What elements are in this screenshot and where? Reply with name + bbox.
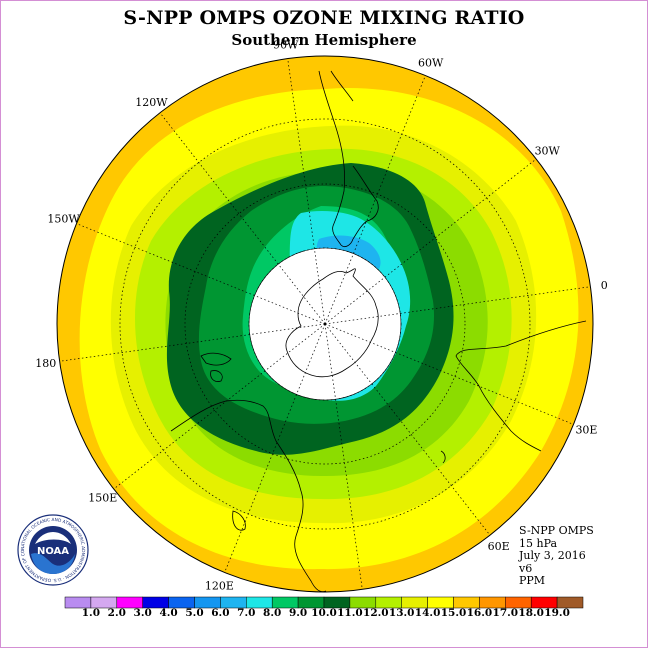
colorbar	[64, 596, 584, 609]
meridian-line	[287, 58, 326, 325]
longitude-label: 120E	[205, 579, 234, 592]
longitude-label: 60E	[488, 540, 510, 553]
coastlines	[170, 70, 587, 593]
info-product: S-NPP OMPS	[519, 524, 594, 537]
meridian-line	[324, 323, 363, 590]
colorbar-swatch	[556, 596, 584, 609]
longitude-label: 150W	[47, 212, 80, 225]
meridian-line	[324, 75, 426, 325]
longitude-label: 30E	[575, 424, 597, 437]
map-border	[56, 55, 594, 593]
colorbar-tick-label: 15.0	[440, 607, 467, 619]
colorbar-tick-label: 18.0	[518, 607, 544, 619]
meridian-line	[324, 323, 491, 536]
colorbar-tick-label: 14.0	[414, 607, 441, 619]
meridian-line	[59, 323, 326, 362]
colorbar-tick-label: 4.0	[159, 607, 178, 619]
colorbar-tick-label: 2.0	[107, 607, 126, 619]
antarctica-coast	[285, 268, 379, 378]
noaa-logo: NOAA NATIONAL OCEANIC AND ATMOSPHERIC AD…	[17, 514, 89, 586]
longitude-label: 30W	[535, 144, 561, 157]
latitude-circle	[248, 247, 402, 401]
longitude-label: 150E	[88, 492, 117, 505]
info-date: July 3, 2016	[519, 549, 586, 562]
south-america-coast	[318, 70, 354, 247]
latitude-circle	[119, 118, 531, 530]
colorbar-tick-label: 12.0	[363, 607, 389, 619]
info-level: 15 hPa	[519, 536, 558, 550]
latitude-circle	[184, 183, 466, 465]
graticule	[59, 58, 591, 590]
australia-coast	[170, 399, 327, 593]
meridian-line	[324, 286, 591, 325]
colorbar-tick-label: 7.0	[237, 607, 256, 619]
colorbar-tick-label: 13.0	[388, 607, 415, 619]
info-version: v6	[519, 561, 533, 575]
map-title: S-NPP OMPS OZONE MIXING RATIO	[123, 7, 525, 29]
africa-coast	[455, 320, 587, 452]
south-america-coast-north	[330, 70, 354, 102]
colorbar-tick-label: 1.0	[81, 607, 101, 619]
colorbar-tick-label: 3.0	[133, 607, 152, 619]
colorbar-tick-label: 16.0	[466, 607, 493, 619]
meridian-line	[76, 223, 326, 325]
colorbar-tick-label: 8.0	[263, 607, 282, 619]
new-zealand-north	[200, 352, 232, 366]
map-subtitle: Southern Hemisphere	[231, 31, 417, 49]
colorbar-tick-label: 11.0	[337, 607, 363, 619]
colorbar-tick-label: 9.0	[288, 607, 308, 619]
colorbar-tick-label: 6.0	[211, 607, 230, 619]
colorbar-ticks: 1.0 2.0 3.0 4.0 5.0 6.0 7.0 8.0 9.0 10.0 11.0 12.0 1…	[1, 607, 647, 621]
island-coast-2	[440, 450, 446, 464]
meridian-line	[113, 323, 326, 490]
longitude-label: 90W	[273, 39, 299, 52]
meridian-line	[324, 323, 574, 425]
colorbar-tick-label: 19.0	[544, 607, 570, 619]
colorbar-tick-label: 5.0	[185, 607, 204, 619]
longitude-label: 180	[35, 357, 56, 370]
longitude-label: 60W	[418, 57, 444, 70]
longitude-label: 0	[601, 279, 608, 292]
info-block: S-NPP OMPS 15 hPa July 3, 2016 v6 PPM	[519, 524, 594, 588]
colorbar-tick-label: 17.0	[492, 607, 519, 619]
new-zealand-south	[210, 370, 223, 382]
meridian-line	[324, 158, 537, 325]
info-units: PPM	[519, 574, 546, 587]
logo-text: NOAA	[37, 546, 69, 557]
colorbar-tick-label: 10.0	[311, 607, 337, 619]
meridian-line	[159, 112, 326, 325]
longitude-label: 120W	[135, 96, 168, 109]
south-america-east-coast	[352, 165, 379, 240]
south-pole-marker	[323, 322, 327, 326]
island-coast	[232, 510, 246, 531]
meridian-line	[224, 323, 326, 573]
